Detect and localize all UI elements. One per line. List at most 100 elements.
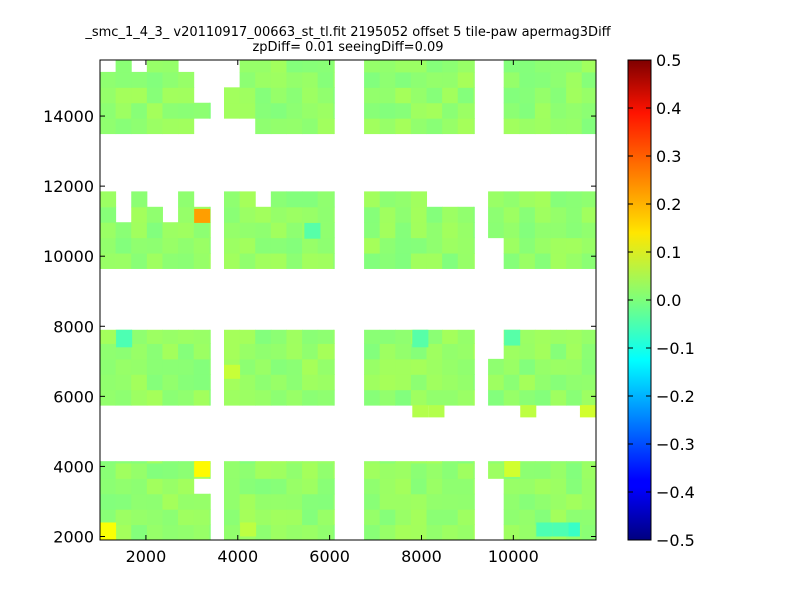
- heatmap-cell: [193, 237, 210, 254]
- heatmap-cell: [426, 493, 443, 510]
- heatmap-cell: [457, 509, 474, 526]
- heatmap-cell: [410, 343, 428, 360]
- heatmap-cell: [473, 206, 475, 223]
- heatmap-cell-highlight: [194, 208, 211, 223]
- heatmap-cell: [364, 237, 381, 254]
- heatmap-cell: [255, 87, 272, 104]
- heatmap-cell: [270, 191, 287, 208]
- heatmap-cell: [581, 358, 596, 375]
- heatmap-cell: [286, 71, 303, 88]
- heatmap-cell: [193, 358, 210, 375]
- colorbar-tick-label: 0.0: [656, 291, 681, 310]
- y-tick-label: 10000: [43, 247, 94, 266]
- chart-title-line-1: _smc_1_4_3_ v20110917_00663_st_tl.fit 21…: [85, 25, 611, 40]
- heatmap-cell: [224, 253, 241, 269]
- heatmap-cell: [395, 374, 412, 391]
- heatmap-cell: [317, 222, 334, 239]
- heatmap-cell: [255, 60, 272, 73]
- heatmap-cell: [209, 222, 211, 239]
- heatmap-cell: [457, 253, 474, 269]
- heatmap-cell: [457, 329, 474, 344]
- heatmap-cell: [473, 118, 475, 135]
- heatmap-cell: [178, 389, 195, 406]
- heatmap-cell: [115, 374, 132, 391]
- heatmap-cell: [519, 118, 536, 135]
- heatmap-cell: [317, 102, 334, 119]
- heatmap-cell: [503, 524, 520, 540]
- heatmap-cell: [410, 60, 428, 73]
- heatmap-cell: [209, 493, 211, 510]
- heatmap-cell: [178, 343, 195, 360]
- heatmap-cell: [162, 87, 179, 104]
- heatmap-cell: [131, 191, 148, 208]
- heatmap-cell: [395, 358, 412, 375]
- heatmap-cell: [270, 253, 287, 269]
- heatmap-cell: [364, 374, 381, 391]
- heatmap-cell: [566, 206, 583, 223]
- heatmap-cell: [286, 389, 303, 406]
- heatmap-cell: [550, 253, 567, 269]
- heatmap-cell: [410, 524, 428, 540]
- heatmap-cell: [317, 358, 334, 375]
- heatmap-cell: [550, 329, 567, 344]
- heatmap-cell: [286, 524, 303, 540]
- heatmap-cell-highlight: [100, 522, 117, 540]
- heatmap-cell: [566, 509, 583, 526]
- heatmap-cell: [473, 509, 475, 526]
- heatmap-cell: [364, 191, 381, 208]
- heatmap-cell: [178, 374, 195, 391]
- heatmap-cell: [519, 71, 536, 88]
- heatmap-cell: [581, 253, 596, 269]
- heatmap-cell: [503, 374, 520, 391]
- heatmap-cell: [178, 253, 195, 269]
- colorbar-tick-label: 0.5: [656, 51, 681, 70]
- heatmap-cell: [473, 71, 475, 88]
- colorbar-tick-label: −0.1: [656, 339, 695, 358]
- heatmap-cell: [503, 71, 520, 88]
- heatmap-cell: [302, 118, 319, 135]
- heatmap-cell: [100, 329, 117, 344]
- heatmap-cell: [550, 222, 567, 239]
- heatmap-cell-highlight: [428, 405, 445, 418]
- heatmap-cell: [209, 509, 211, 526]
- heatmap-cell: [457, 87, 474, 104]
- heatmap-cell-highlight: [520, 405, 537, 418]
- heatmap-cell: [224, 237, 241, 254]
- heatmap-cell: [131, 389, 148, 406]
- heatmap-cell: [534, 462, 552, 479]
- heatmap-cell: [473, 461, 475, 464]
- heatmap-cell: [364, 329, 381, 344]
- heatmap-cell: [100, 374, 117, 391]
- heatmap-cell: [255, 509, 272, 526]
- heatmap-cell: [317, 191, 334, 208]
- heatmap-cell: [100, 253, 117, 269]
- heatmap-cell: [286, 237, 303, 254]
- heatmap-cell: [426, 237, 443, 254]
- heatmap-cell: [239, 191, 256, 208]
- heatmap-cell: [534, 389, 552, 406]
- heatmap-cell: [395, 206, 412, 223]
- heatmap-cell: [178, 237, 195, 254]
- heatmap-cell: [146, 343, 163, 360]
- heatmap-cell: [146, 524, 163, 540]
- heatmap-cell: [364, 478, 381, 495]
- heatmap-cell: [581, 206, 596, 223]
- heatmap-cell: [255, 102, 272, 119]
- heatmap-cell: [317, 71, 334, 88]
- heatmap-cell: [503, 478, 520, 495]
- heatmap-cell: [379, 329, 396, 344]
- heatmap-cell: [426, 102, 443, 119]
- heatmap-cell: [488, 191, 505, 208]
- heatmap-cell: [209, 374, 211, 391]
- heatmap-cell: [426, 118, 443, 135]
- heatmap-cell: [224, 87, 241, 104]
- heatmap-cell: [146, 71, 163, 88]
- heatmap-cell: [379, 478, 396, 495]
- heatmap-cell-highlight: [194, 461, 211, 477]
- heatmap-cell: [473, 493, 475, 510]
- heatmap-cell: [270, 71, 287, 88]
- heatmap-cell: [178, 191, 195, 208]
- heatmap-cell: [333, 237, 335, 254]
- heatmap-cell: [488, 462, 505, 479]
- heatmap-cell-highlight: [224, 364, 241, 379]
